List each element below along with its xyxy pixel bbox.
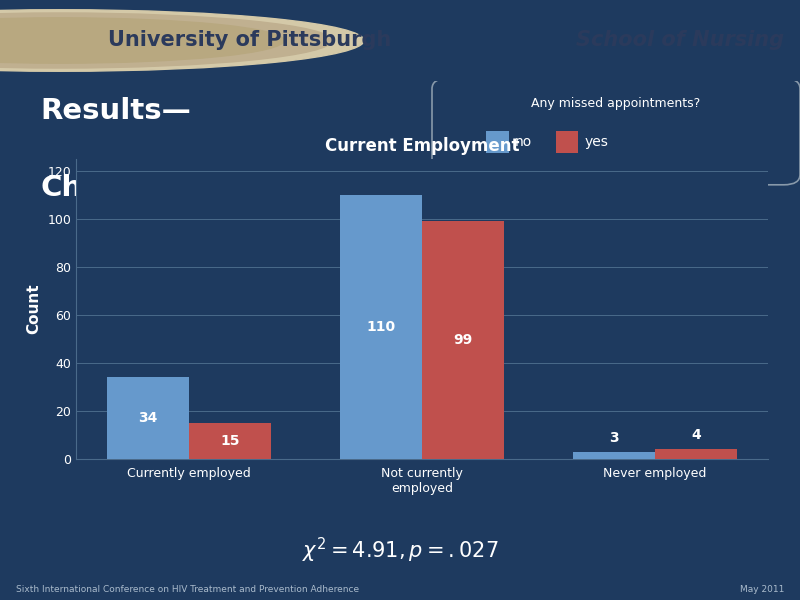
Text: 99: 99	[453, 333, 472, 347]
FancyBboxPatch shape	[486, 131, 509, 152]
Circle shape	[0, 18, 284, 63]
Text: University of Pittsburgh: University of Pittsburgh	[108, 31, 391, 50]
FancyBboxPatch shape	[556, 131, 578, 152]
Bar	[189, 423, 270, 459]
Text: Sixth International Conference on HIV Treatment and Prevention Adherence: Sixth International Conference on HIV Tr…	[16, 585, 359, 594]
Text: $\chi^2 = 4.91, p = .027$: $\chi^2 = 4.91, p = .027$	[302, 536, 498, 565]
Bar	[574, 452, 655, 459]
FancyBboxPatch shape	[432, 79, 800, 185]
Text: yes: yes	[585, 135, 609, 149]
Text: Results—: Results—	[40, 97, 191, 125]
Y-axis label: Count: Count	[26, 284, 42, 334]
Text: Any missed appointments?: Any missed appointments?	[531, 97, 701, 110]
Text: 110: 110	[366, 320, 396, 334]
Text: no: no	[515, 135, 533, 149]
Bar	[422, 221, 503, 459]
Text: 4: 4	[691, 428, 701, 442]
Text: May 2011: May 2011	[740, 585, 784, 594]
Bar	[107, 377, 189, 459]
Text: 34: 34	[138, 411, 158, 425]
Title: Current Employment: Current Employment	[325, 137, 519, 155]
Bar	[655, 449, 737, 459]
Text: 3: 3	[610, 431, 619, 445]
Circle shape	[0, 13, 332, 68]
Text: School of Nursing: School of Nursing	[576, 31, 784, 50]
Circle shape	[0, 10, 364, 71]
Text: 15: 15	[220, 434, 239, 448]
Text: Characteristics: Characteristics	[40, 175, 287, 202]
Bar	[341, 195, 422, 459]
